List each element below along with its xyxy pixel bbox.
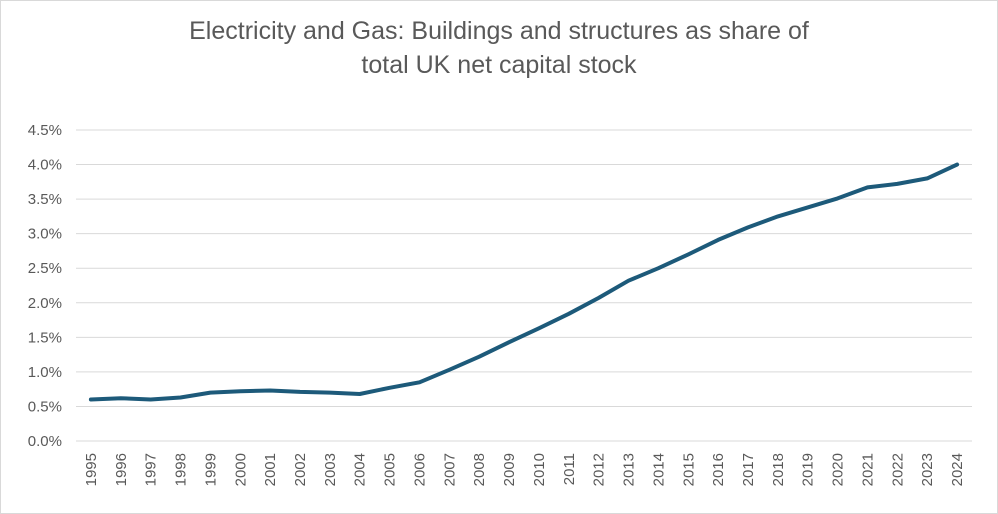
y-tick-label: 0.0% [28, 433, 62, 450]
x-tick-label: 2023 [919, 453, 936, 486]
y-tick-label: 1.0% [28, 364, 62, 381]
x-tick-label: 1997 [143, 453, 160, 486]
chart-title-line-1: Electricity and Gas: Buildings and struc… [189, 17, 809, 45]
y-tick-label: 1.5% [28, 329, 62, 346]
x-tick-label: 2010 [531, 453, 548, 486]
x-tick-label: 2018 [770, 453, 787, 486]
x-tick-label: 2016 [710, 453, 727, 486]
x-tick-label: 2022 [889, 453, 906, 486]
x-tick-label: 2020 [830, 453, 847, 486]
x-axis-ticks: 1995 1996 1997 1998 1999 2000 2001 2002 2003 2004… [83, 453, 966, 486]
y-tick-label: 0.5% [28, 398, 62, 415]
x-tick-label: 1999 [202, 453, 219, 486]
x-tick-label: 2005 [382, 453, 399, 486]
x-tick-label: 2012 [591, 453, 608, 486]
x-tick-label: 2009 [501, 453, 518, 486]
x-tick-label: 2004 [352, 453, 369, 486]
chart-title-line-2: total UK net capital stock [361, 51, 637, 79]
x-tick-label: 1998 [173, 453, 190, 486]
x-tick-label: 1996 [113, 453, 130, 486]
x-tick-label: 2002 [292, 453, 309, 486]
x-tick-label: 2001 [262, 453, 279, 486]
x-tick-label: 2013 [621, 453, 638, 486]
x-tick-label: 2000 [232, 453, 249, 486]
y-axis-ticks: 0.0% 0.5% 1.0% 1.5% 2.0% 2.5% 3.0% 3.5% 4.0% 4.5% [28, 122, 62, 450]
x-tick-label: 2015 [680, 453, 697, 486]
x-tick-label: 2006 [411, 453, 428, 486]
x-tick-label: 2019 [800, 453, 817, 486]
x-tick-label: 2024 [949, 453, 966, 486]
x-tick-label: 2021 [859, 453, 876, 486]
x-tick-label: 2014 [650, 453, 667, 486]
y-tick-label: 2.5% [28, 260, 62, 277]
y-tick-label: 4.0% [28, 157, 62, 174]
y-tick-label: 2.0% [28, 295, 62, 312]
chart-title: Electricity and Gas: Buildings and struc… [0, 14, 998, 82]
x-tick-label: 2017 [740, 453, 757, 486]
series-line [88, 162, 960, 402]
x-tick-label: 1995 [83, 453, 100, 486]
y-tick-label: 3.5% [28, 191, 62, 208]
x-tick-label: 2007 [441, 453, 458, 486]
y-tick-label: 4.5% [28, 122, 62, 139]
y-tick-label: 3.0% [28, 226, 62, 243]
x-tick-label: 2003 [322, 453, 339, 486]
x-tick-label: 2008 [471, 453, 488, 486]
series-layer [88, 162, 960, 402]
x-tick-label: 2011 [561, 453, 578, 485]
